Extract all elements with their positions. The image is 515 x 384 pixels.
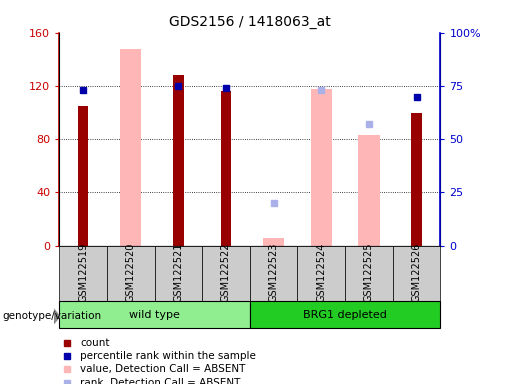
Bar [250, 301, 440, 328]
Bar [297, 246, 345, 301]
Bar [173, 75, 183, 246]
Bar [345, 246, 392, 301]
Text: wild type: wild type [129, 310, 180, 320]
Polygon shape [54, 309, 60, 324]
Bar [202, 246, 250, 301]
Bar [59, 301, 250, 328]
Text: GSM122523: GSM122523 [269, 243, 279, 302]
Bar [250, 246, 297, 301]
Text: GSM122526: GSM122526 [411, 243, 421, 302]
Bar [411, 113, 422, 246]
Bar [154, 246, 202, 301]
Text: BRG1 depleted: BRG1 depleted [303, 310, 387, 320]
Text: GSM122522: GSM122522 [221, 243, 231, 302]
Text: GSM122524: GSM122524 [316, 243, 326, 302]
Text: value, Detection Call = ABSENT: value, Detection Call = ABSENT [80, 364, 246, 374]
Text: GSM122520: GSM122520 [126, 243, 135, 302]
Bar [263, 238, 284, 246]
Text: GSM122525: GSM122525 [364, 243, 374, 302]
Text: genotype/variation: genotype/variation [3, 311, 101, 321]
Bar [59, 246, 107, 301]
Text: rank, Detection Call = ABSENT: rank, Detection Call = ABSENT [80, 378, 241, 384]
Bar [78, 106, 88, 246]
Title: GDS2156 / 1418063_at: GDS2156 / 1418063_at [169, 15, 331, 29]
Text: percentile rank within the sample: percentile rank within the sample [80, 351, 256, 361]
Bar [311, 89, 332, 246]
Text: GSM122521: GSM122521 [174, 243, 183, 302]
Bar [221, 91, 231, 246]
Bar [107, 246, 154, 301]
Text: GSM122519: GSM122519 [78, 243, 88, 302]
Bar [392, 246, 440, 301]
Bar [358, 135, 380, 246]
Bar [120, 49, 142, 246]
Text: count: count [80, 338, 110, 348]
